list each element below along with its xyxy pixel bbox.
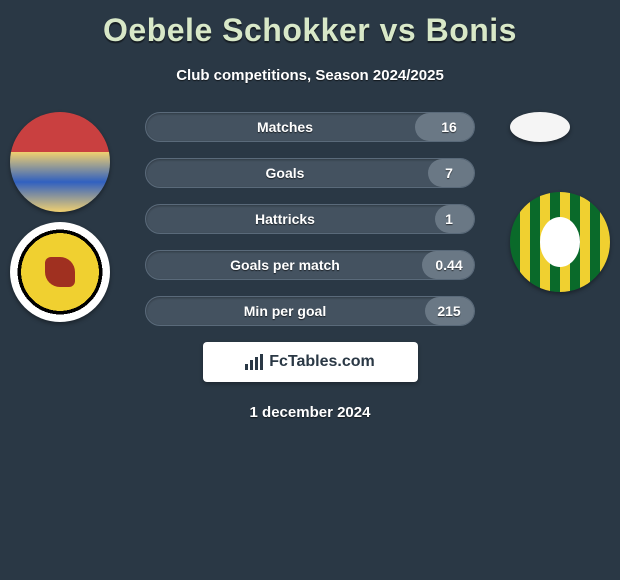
club-crest-left [10, 222, 110, 322]
stat-bar-min-per-goal: Min per goal 215 [145, 296, 475, 326]
stat-label: Goals [146, 165, 424, 181]
stat-bar-goals-per-match: Goals per match 0.44 [145, 250, 475, 280]
stat-value-right: 215 [424, 303, 474, 319]
club-crest-right [510, 192, 610, 292]
stat-label: Hattricks [146, 211, 424, 227]
stat-value-right: 7 [424, 165, 474, 181]
stat-value-right: 0.44 [424, 257, 474, 273]
stat-label: Matches [146, 119, 424, 135]
stat-bar-goals: Goals 7 [145, 158, 475, 188]
stat-label: Goals per match [146, 257, 424, 273]
brand-text: FcTables.com [269, 353, 375, 371]
subtitle: Club competitions, Season 2024/2025 [0, 67, 620, 84]
stat-value-right: 1 [424, 211, 474, 227]
brand-box: FcTables.com [203, 342, 418, 382]
page-title: Oebele Schokker vs Bonis [0, 0, 620, 49]
player-photo-right [510, 112, 570, 142]
right-column [510, 112, 610, 292]
stat-bars: Matches 16 Goals 7 Hattricks 1 Goals per… [145, 112, 475, 326]
stat-value-right: 16 [424, 119, 474, 135]
stat-label: Min per goal [146, 303, 424, 319]
player-photo-left [10, 112, 110, 212]
chart-icon [245, 354, 265, 370]
brand-logo: FcTables.com [245, 353, 375, 371]
comparison-panel: Matches 16 Goals 7 Hattricks 1 Goals per… [0, 112, 620, 421]
stat-bar-hattricks: Hattricks 1 [145, 204, 475, 234]
stat-bar-matches: Matches 16 [145, 112, 475, 142]
date-text: 1 december 2024 [0, 404, 620, 421]
left-column [10, 112, 110, 322]
